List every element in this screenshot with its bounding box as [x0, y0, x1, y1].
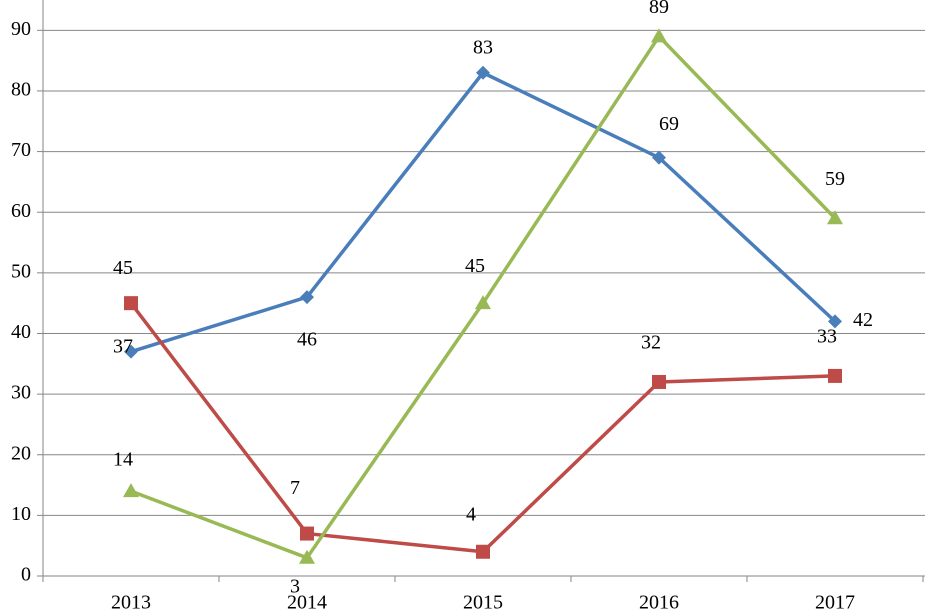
marker: [652, 150, 666, 165]
marker: [124, 344, 138, 359]
marker: [475, 295, 491, 310]
data-label: 89: [649, 0, 669, 18]
marker: [828, 368, 842, 383]
marker: [827, 210, 843, 225]
y-tick-label: 90: [11, 18, 31, 40]
y-tick-label: 20: [11, 442, 31, 464]
series-line: [129, 302, 836, 554]
x-tick-label: 2016: [639, 592, 679, 614]
data-label: 83: [473, 36, 493, 58]
marker: [476, 544, 490, 559]
marker: [299, 549, 315, 564]
data-label: 45: [465, 255, 485, 277]
y-tick-label: 40: [11, 321, 31, 343]
data-label: 14: [113, 449, 133, 471]
x-tick-label: 2015: [463, 592, 503, 614]
y-tick-label: 70: [11, 139, 31, 161]
y-tick-label: 30: [11, 382, 31, 404]
data-label: 69: [659, 113, 679, 135]
data-label: 42: [853, 309, 873, 331]
marker: [300, 526, 314, 541]
data-label: 32: [641, 332, 661, 354]
data-label: 45: [113, 257, 133, 279]
data-label: 4: [466, 503, 476, 525]
x-tick-label: 2013: [111, 592, 151, 614]
data-label: 3: [290, 575, 300, 597]
data-label: 37: [113, 335, 133, 357]
marker: [123, 483, 139, 498]
marker: [651, 28, 667, 43]
x-tick-label: 2014: [287, 592, 327, 614]
y-tick-label: 60: [11, 200, 31, 222]
marker: [124, 296, 138, 311]
y-tick-label: 80: [11, 79, 31, 101]
x-tick-label: 2017: [815, 592, 855, 614]
y-tick-label: 50: [11, 260, 31, 282]
data-label: 59: [825, 168, 845, 190]
data-label: 33: [817, 326, 837, 348]
y-tick-label: 0: [21, 564, 31, 586]
marker: [828, 314, 842, 329]
data-label: 7: [290, 477, 300, 499]
marker: [476, 65, 490, 80]
marker: [300, 290, 314, 305]
data-label: 46: [297, 329, 317, 351]
y-tick-label: 10: [11, 503, 31, 525]
marker: [652, 374, 666, 389]
